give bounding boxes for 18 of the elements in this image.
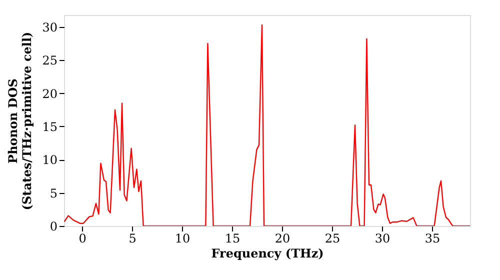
x-axis-title: Frequency (THz) (211, 246, 324, 260)
x-tick-label: 35 (424, 232, 440, 246)
x-tick-label: 5 (128, 232, 136, 246)
y-tick-label: 0 (50, 220, 58, 234)
y-tick-label: 25 (42, 54, 58, 68)
x-tick-label: 25 (324, 232, 340, 246)
x-tick-label: 30 (374, 232, 390, 246)
y-axis-title: Phonon DOS (States/THz·primitive cell) (6, 32, 34, 210)
y-tick-label: 10 (42, 153, 58, 168)
y-tick-label: 5 (50, 186, 58, 200)
x-tick-label: 20 (274, 232, 290, 246)
line-series (64, 24, 470, 226)
y-tick-label: 15 (42, 120, 58, 134)
x-tick-label: 0 (78, 232, 86, 246)
x-tick-label: 15 (224, 232, 240, 246)
x-tick-label: 10 (174, 232, 190, 246)
y-tick-label: 20 (42, 86, 58, 101)
y-tick-label: 30 (42, 20, 58, 34)
